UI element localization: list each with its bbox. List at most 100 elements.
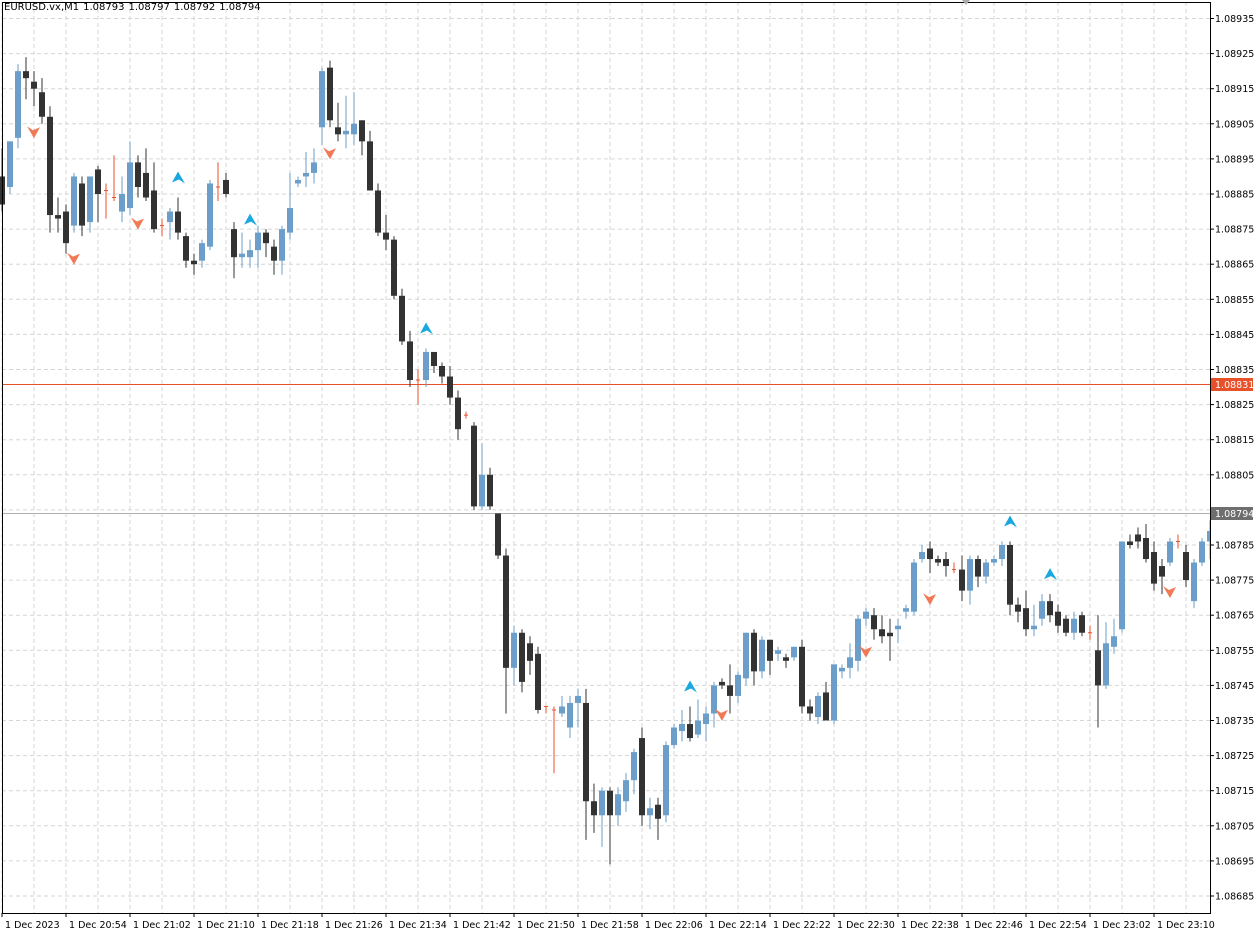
candle[interactable] <box>143 148 149 202</box>
candle[interactable] <box>1119 541 1125 633</box>
candle[interactable] <box>343 95 349 149</box>
candle[interactable] <box>47 106 53 233</box>
candle[interactable] <box>783 653 789 668</box>
candle[interactable] <box>647 797 653 830</box>
candle[interactable] <box>15 64 21 149</box>
candle[interactable] <box>375 183 381 237</box>
candle[interactable] <box>535 646 541 714</box>
candle[interactable] <box>823 681 829 721</box>
candle[interactable] <box>263 229 269 258</box>
candle[interactable] <box>711 681 717 728</box>
candle[interactable] <box>615 787 621 826</box>
candle[interactable] <box>279 225 285 275</box>
candle[interactable] <box>1031 604 1037 637</box>
candle[interactable] <box>799 639 805 714</box>
candle[interactable] <box>1127 534 1133 549</box>
candle[interactable] <box>191 253 197 275</box>
candle[interactable] <box>1111 618 1117 654</box>
candle[interactable] <box>1071 611 1077 640</box>
candle[interactable] <box>1039 594 1045 626</box>
candle[interactable] <box>552 706 556 774</box>
candle[interactable] <box>239 232 245 268</box>
candle[interactable] <box>112 155 116 202</box>
candle[interactable] <box>295 176 301 187</box>
candle[interactable] <box>271 239 277 275</box>
candle[interactable] <box>327 60 333 128</box>
candle[interactable] <box>791 646 797 661</box>
candle[interactable] <box>863 608 869 626</box>
candle[interactable] <box>903 604 909 619</box>
candle[interactable] <box>879 615 885 644</box>
candle[interactable] <box>919 545 925 563</box>
candle[interactable] <box>319 67 325 145</box>
candle[interactable] <box>999 541 1005 567</box>
candle[interactable] <box>519 629 525 693</box>
candle[interactable] <box>151 162 157 233</box>
candle[interactable] <box>887 618 893 661</box>
candle[interactable] <box>216 162 220 202</box>
candle[interactable] <box>511 625 517 686</box>
candle[interactable] <box>935 555 941 567</box>
candle[interactable] <box>527 636 533 675</box>
candle[interactable] <box>599 787 605 847</box>
candle[interactable] <box>391 236 397 300</box>
candle[interactable] <box>895 618 901 644</box>
candle[interactable] <box>487 467 493 510</box>
candle[interactable] <box>1191 559 1197 609</box>
candle[interactable] <box>1159 559 1165 595</box>
candle[interactable] <box>455 390 461 440</box>
candle[interactable] <box>663 741 669 823</box>
candle[interactable] <box>311 148 317 184</box>
candle[interactable] <box>199 239 205 268</box>
candle[interactable] <box>287 172 293 240</box>
candle[interactable] <box>247 239 253 268</box>
candle[interactable] <box>1167 537 1173 567</box>
candle[interactable] <box>63 204 69 254</box>
candle[interactable] <box>1015 597 1021 623</box>
candle[interactable] <box>1023 590 1029 637</box>
candle[interactable] <box>807 699 813 721</box>
candle[interactable] <box>575 688 581 728</box>
candle[interactable] <box>1095 615 1101 728</box>
candle[interactable] <box>423 348 429 388</box>
candle[interactable] <box>407 330 413 388</box>
candle[interactable] <box>1135 527 1141 549</box>
candle[interactable] <box>135 155 141 198</box>
candle[interactable] <box>959 555 965 602</box>
candle[interactable] <box>607 787 613 865</box>
candle[interactable] <box>1088 625 1092 640</box>
candle[interactable] <box>127 141 133 216</box>
candle[interactable] <box>639 727 645 826</box>
candle[interactable] <box>335 102 341 142</box>
candle[interactable] <box>1143 523 1149 563</box>
candle[interactable] <box>544 705 548 714</box>
candle[interactable] <box>1063 615 1069 637</box>
candle[interactable] <box>31 71 37 107</box>
candle[interactable] <box>439 362 445 384</box>
candle[interactable] <box>567 695 573 739</box>
candle[interactable] <box>1199 537 1205 567</box>
candle[interactable] <box>1103 622 1109 689</box>
candles[interactable] <box>0 57 1254 865</box>
candle[interactable] <box>687 706 693 742</box>
candle[interactable] <box>207 179 213 251</box>
candle[interactable] <box>495 513 501 560</box>
candle[interactable] <box>831 664 837 725</box>
candle[interactable] <box>303 151 309 187</box>
candle[interactable] <box>719 678 725 689</box>
candle[interactable] <box>727 664 733 714</box>
candle[interactable] <box>679 709 685 742</box>
candle[interactable] <box>815 692 821 725</box>
candle[interactable] <box>967 555 973 605</box>
candle[interactable] <box>559 695 565 717</box>
candle[interactable] <box>703 706 709 742</box>
candle[interactable] <box>87 176 93 233</box>
candle[interactable] <box>255 225 261 268</box>
candle[interactable] <box>1183 545 1189 588</box>
candle[interactable] <box>839 664 845 679</box>
candle[interactable] <box>975 555 981 588</box>
candle[interactable] <box>1055 604 1061 633</box>
candle[interactable] <box>39 78 45 124</box>
